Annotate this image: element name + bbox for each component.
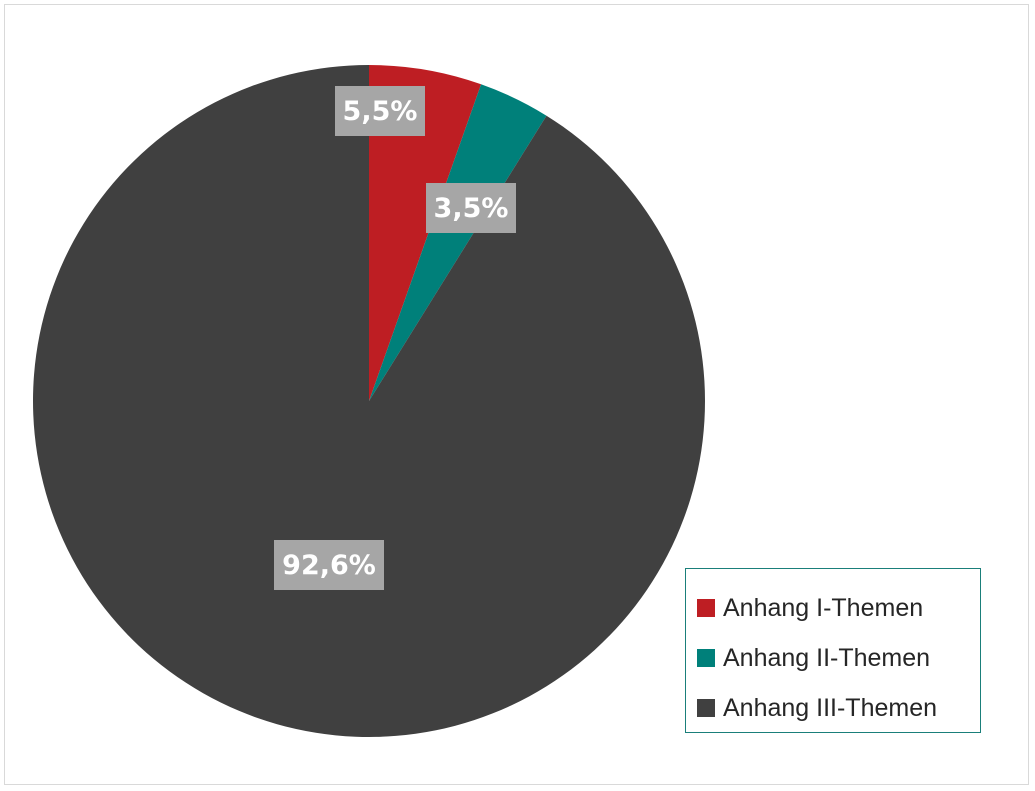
legend-item-anhang-ii: Anhang II-Themen: [686, 633, 980, 683]
data-label-box: [335, 86, 425, 136]
data-label-text: 5,5%: [343, 96, 418, 127]
legend-label: Anhang III-Themen: [723, 693, 938, 722]
data-label-box: [426, 183, 516, 233]
pie-slices: [33, 65, 706, 737]
legend-item-anhang-i: Anhang I-Themen: [686, 583, 980, 633]
legend-swatch: [697, 599, 715, 617]
data-label-2: 3,5%: [426, 183, 516, 233]
data-labels: 5,5% 3,5% 92,6%: [274, 86, 516, 590]
legend-label: Anhang I-Themen: [723, 593, 924, 622]
data-label-text: 92,6%: [282, 550, 376, 581]
data-label-box: [274, 540, 384, 590]
legend-label: Anhang II-Themen: [723, 643, 931, 672]
data-label-3: 92,6%: [274, 540, 384, 590]
legend-swatch: [697, 649, 715, 667]
legend-swatch: [697, 699, 715, 717]
legend: Anhang I-Themen Anhang II-Themen Anhang …: [685, 568, 981, 733]
data-label-text: 3,5%: [434, 193, 509, 224]
pie-slice-3: [33, 65, 706, 737]
legend-item-anhang-iii: Anhang III-Themen: [686, 683, 980, 733]
pie-slice-2: [369, 84, 547, 401]
pie-slice-1: [369, 65, 482, 401]
data-label-1: 5,5%: [335, 86, 425, 136]
